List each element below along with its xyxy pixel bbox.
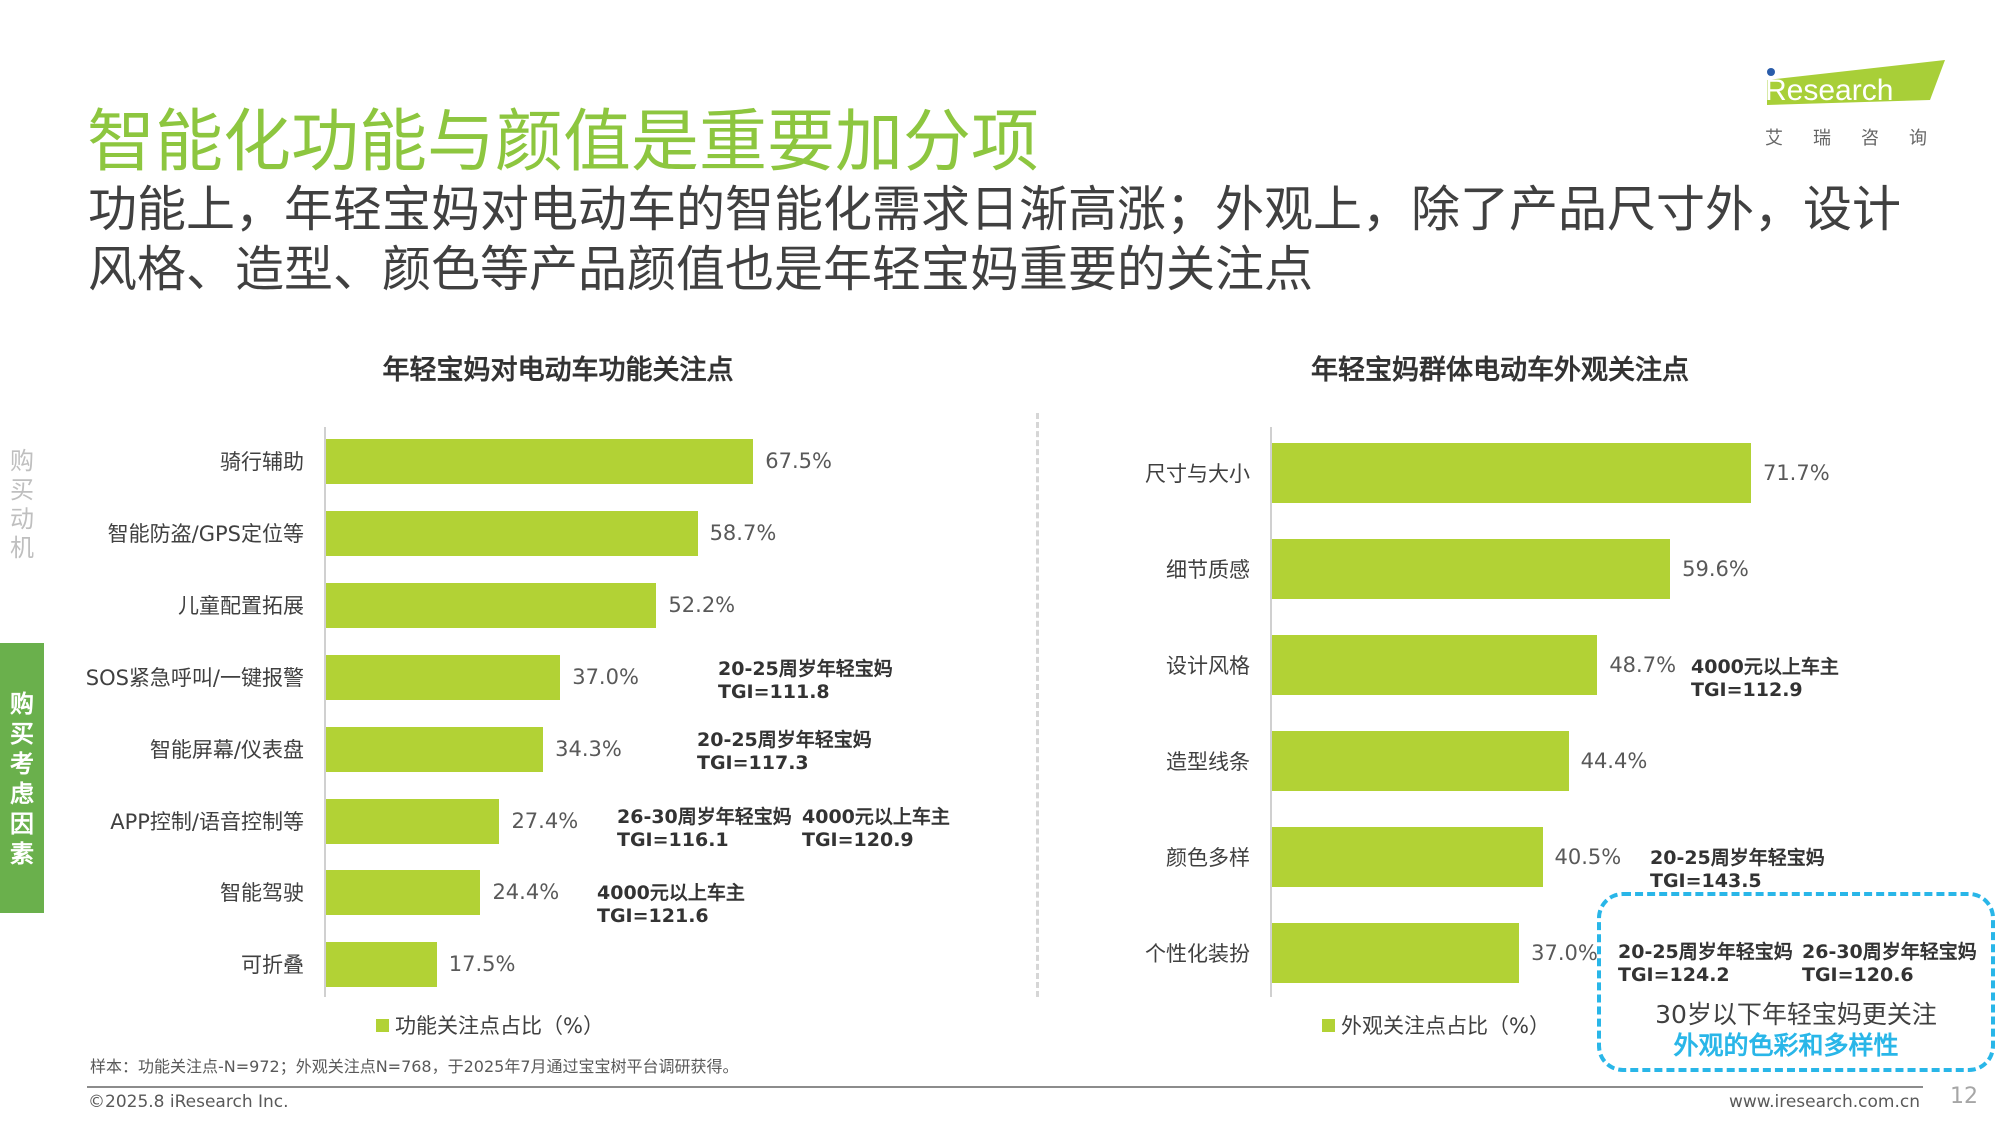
- bar: [1272, 539, 1671, 599]
- callout-line2: 外观的色彩和多样性: [1673, 1031, 1899, 1060]
- annotation-line: TGI=121.6: [597, 905, 709, 927]
- svg-text:艾瑞咨询: 艾瑞咨询: [1765, 128, 1945, 149]
- category-label: APP控制/语音控制等: [110, 810, 304, 834]
- annotation-line: TGI=143.5: [1650, 870, 1762, 892]
- category-label: 智能驾驶: [220, 881, 304, 905]
- value-label: 27.4%: [511, 809, 579, 833]
- category-label: 智能屏幕/仪表盘: [149, 738, 304, 762]
- side-tab-purchase-motive[interactable]: 购买动机: [10, 447, 34, 562]
- value-label: 40.5%: [1554, 845, 1622, 869]
- copyright: ©2025.8 iResearch Inc.: [88, 1092, 289, 1112]
- value-label: 52.2%: [668, 593, 736, 617]
- tgi-annotation: 4000元以上车主 TGI=121.6: [597, 882, 745, 928]
- annotation-line: 4000元以上车主: [597, 882, 745, 904]
- annotation-line: 4000元以上车主: [802, 806, 950, 828]
- annotation-line: 26-30周岁年轻宝妈: [617, 806, 792, 828]
- value-label: 24.4%: [492, 880, 560, 904]
- annotation-line: 26-30周岁年轻宝妈: [1802, 941, 1977, 963]
- bar: [326, 869, 481, 915]
- sample-note: 样本：功能关注点-N=972；外观关注点N=768，于2025年7月通过宝宝树平…: [90, 1057, 739, 1076]
- category-label: 造型线条: [1166, 750, 1250, 774]
- bar: [1272, 635, 1598, 695]
- tgi-annotation: 20-25周岁年轻宝妈 TGI=111.8: [718, 658, 893, 704]
- value-label: 37.0%: [572, 665, 639, 689]
- value-label: 17.5%: [448, 952, 516, 976]
- annotation-line: TGI=116.1: [617, 829, 729, 851]
- divider: [1036, 413, 1039, 997]
- category-label: 骑行辅助: [220, 450, 304, 474]
- value-label: 48.7%: [1609, 653, 1677, 677]
- bar: [1272, 827, 1543, 887]
- page-number: 12: [1950, 1084, 1978, 1109]
- annotation-line: TGI=112.9: [1691, 679, 1803, 701]
- y-axis: [1270, 427, 1272, 997]
- legend-swatch: [1322, 1018, 1335, 1032]
- category-label: 可折叠: [241, 953, 304, 977]
- value-label: 34.3%: [555, 737, 622, 761]
- chart-title-appearance: 年轻宝妈群体电动车外观关注点: [1311, 355, 1689, 386]
- bar: [1272, 443, 1751, 503]
- callout-line1: 30岁以下年轻宝妈更关注: [1655, 1000, 1937, 1029]
- annotation-line: 4000元以上车主: [1691, 656, 1839, 678]
- annotation-line: TGI=117.3: [697, 752, 809, 774]
- legend-label: 功能关注点占比（%）: [395, 1014, 604, 1038]
- category-label: 细节质感: [1166, 558, 1250, 582]
- annotation-line: TGI=124.2: [1618, 964, 1730, 986]
- annotation-line: 20-25周岁年轻宝妈: [1650, 847, 1825, 869]
- annotation-line: TGI=120.6: [1802, 964, 1914, 986]
- legend-label: 外观关注点占比（%）: [1341, 1014, 1550, 1038]
- tgi-annotation: 4000元以上车主 TGI=112.9: [1691, 656, 1839, 702]
- tgi-annotation: 20-25周岁年轻宝妈 TGI=117.3: [697, 729, 872, 775]
- annotation-line: TGI=111.8: [718, 681, 830, 703]
- page-title: 智能化功能与颜值是重要加分项: [87, 103, 1040, 182]
- bar: [326, 654, 561, 700]
- category-label: 颜色多样: [1166, 846, 1250, 870]
- legend-swatch: [376, 1018, 389, 1032]
- category-label: SOS紧急呼叫/一键报警: [85, 666, 304, 690]
- website-link[interactable]: www.iresearch.com.cn: [1728, 1092, 1920, 1112]
- svg-text:Research: Research: [1765, 74, 1893, 107]
- annotation-line: 20-25周岁年轻宝妈: [697, 729, 872, 751]
- bar: [326, 510, 698, 556]
- bar: [326, 726, 544, 772]
- iresearch-logo: Research 艾瑞咨询: [1765, 60, 1945, 149]
- bar: [326, 438, 754, 484]
- category-label: 设计风格: [1166, 654, 1250, 678]
- tgi-annotation: 20-25周岁年轻宝妈 TGI=124.2: [1618, 941, 1793, 987]
- annotation-line: 20-25周岁年轻宝妈: [718, 658, 893, 680]
- legend-appearance: 外观关注点占比（%）: [1322, 1010, 1550, 1040]
- side-tab-label: 购买考虑因素: [10, 690, 34, 868]
- callout-box: [1597, 892, 1995, 1072]
- bar: [326, 941, 437, 987]
- category-label: 儿童配置拓展: [178, 594, 304, 618]
- value-label: 67.5%: [765, 449, 832, 473]
- value-label: 71.7%: [1762, 461, 1830, 485]
- bar: [326, 582, 657, 628]
- bar: [326, 798, 500, 844]
- chart-title-function: 年轻宝妈对电动车功能关注点: [382, 355, 734, 386]
- bar: [1272, 923, 1520, 983]
- page-subtitle: 功能上，年轻宝妈对电动车的智能化需求日渐高涨；外观上，除了产品尺寸外，设计风格、…: [88, 181, 1902, 298]
- y-axis: [324, 427, 326, 997]
- category-label: 个性化装扮: [1145, 942, 1250, 966]
- value-label: 59.6%: [1682, 557, 1749, 581]
- category-label: 智能防盗/GPS定位等: [107, 522, 304, 546]
- side-tab-purchase-factors[interactable]: 购买考虑因素: [0, 643, 44, 913]
- value-label: 58.7%: [709, 521, 777, 545]
- tgi-annotation: 26-30周岁年轻宝妈 TGI=116.1: [617, 806, 792, 852]
- tgi-annotation: 26-30周岁年轻宝妈 TGI=120.6: [1802, 941, 1977, 987]
- footer-rule: [87, 1086, 1923, 1088]
- annotation-line: 20-25周岁年轻宝妈: [1618, 941, 1793, 963]
- annotation-line: TGI=120.9: [802, 829, 914, 851]
- value-label: 44.4%: [1580, 749, 1648, 773]
- category-label: 尺寸与大小: [1145, 462, 1250, 486]
- bar: [1272, 731, 1569, 791]
- tgi-annotation: 20-25周岁年轻宝妈 TGI=143.5: [1650, 847, 1825, 893]
- tgi-annotation: 4000元以上车主 TGI=120.9: [802, 806, 950, 852]
- value-label: 37.0%: [1531, 941, 1598, 965]
- legend-function: 功能关注点占比（%）: [376, 1010, 604, 1040]
